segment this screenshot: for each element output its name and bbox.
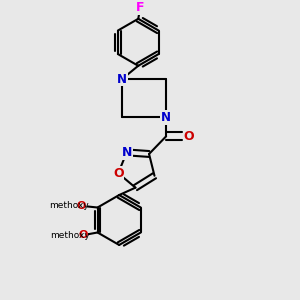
Text: N: N <box>122 146 132 159</box>
Text: N: N <box>117 73 127 85</box>
Text: N: N <box>161 111 171 124</box>
Text: O: O <box>77 201 86 211</box>
Text: methoxy: methoxy <box>49 201 88 210</box>
Text: O: O <box>113 167 124 180</box>
Text: O: O <box>184 130 194 143</box>
Text: O: O <box>79 230 88 240</box>
Text: methoxy: methoxy <box>50 231 90 240</box>
Text: F: F <box>136 1 144 14</box>
